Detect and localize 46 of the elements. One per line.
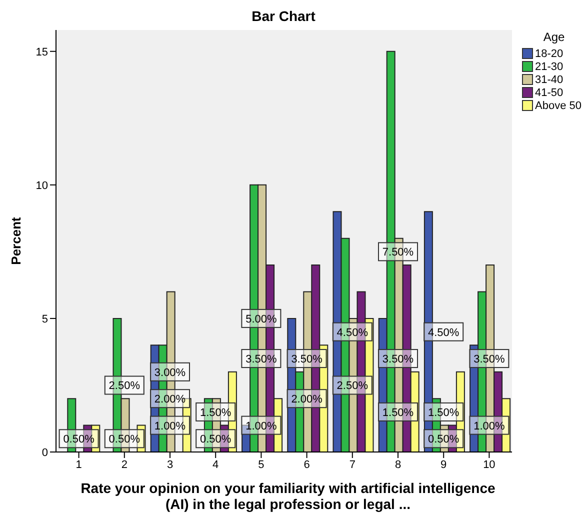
legend-label: 21-30 <box>535 60 564 72</box>
y-tick-label: 0 <box>42 446 48 459</box>
x-tick-label: 1 <box>76 458 82 471</box>
annotation: 3.00% <box>154 366 186 379</box>
annotation: 0.50% <box>108 434 140 446</box>
x-tick-label: 4 <box>212 458 219 471</box>
legend-label: 31-40 <box>535 74 564 86</box>
x-tick-label: 2 <box>121 458 128 471</box>
annotation: 2.50% <box>108 380 140 392</box>
annotation: 3.50% <box>382 354 414 366</box>
legend-label: 18-20 <box>535 48 564 60</box>
annotation: 5.00% <box>246 313 278 326</box>
legend-title: Age <box>542 30 566 44</box>
y-axis-title: Percent <box>8 216 24 265</box>
chart-title: Bar Chart <box>250 8 316 24</box>
annotation: 3.50% <box>291 354 323 366</box>
annotation: 1.50% <box>382 406 414 419</box>
annotation: 7.50% <box>382 246 414 259</box>
y-tick-label: 15 <box>36 46 48 58</box>
annotation: 0.50% <box>428 434 460 446</box>
annotation: 2.00% <box>291 394 323 406</box>
annotation: 1.50% <box>428 406 460 419</box>
annotation: 1.00% <box>154 420 186 432</box>
annotation: 2.50% <box>336 380 368 392</box>
annotation: 0.50% <box>63 434 95 446</box>
x-tick-label: 9 <box>440 458 447 471</box>
annotation: 3.50% <box>474 354 506 366</box>
x-tick-label: 8 <box>394 458 402 471</box>
legend-label: Above 50 <box>535 100 582 112</box>
x-tick-label: 7 <box>349 458 356 471</box>
x-tick-label: 3 <box>166 458 174 471</box>
annotation: 1.00% <box>474 420 506 432</box>
legend-label: 41-50 <box>535 86 564 98</box>
annotation: 4.50% <box>428 326 460 339</box>
y-tick-label: 10 <box>36 180 48 192</box>
annotation: 3.50% <box>246 354 278 366</box>
x-tick-label: 6 <box>304 458 310 471</box>
annotation: 1.00% <box>246 420 278 432</box>
x-axis-title: Rate your opinion on your familiarity with artificial intelligence (AI) in the legal profession or legal ... <box>80 480 496 512</box>
x-tick-label: 10 <box>483 458 496 471</box>
annotation: 1.50% <box>200 406 232 419</box>
y-tick-label: 5 <box>42 313 48 326</box>
x-tick-label: 5 <box>258 458 264 471</box>
annotation: 0.50% <box>200 434 232 446</box>
annotation: 2.00% <box>154 394 186 406</box>
annotation: 4.50% <box>336 326 368 339</box>
